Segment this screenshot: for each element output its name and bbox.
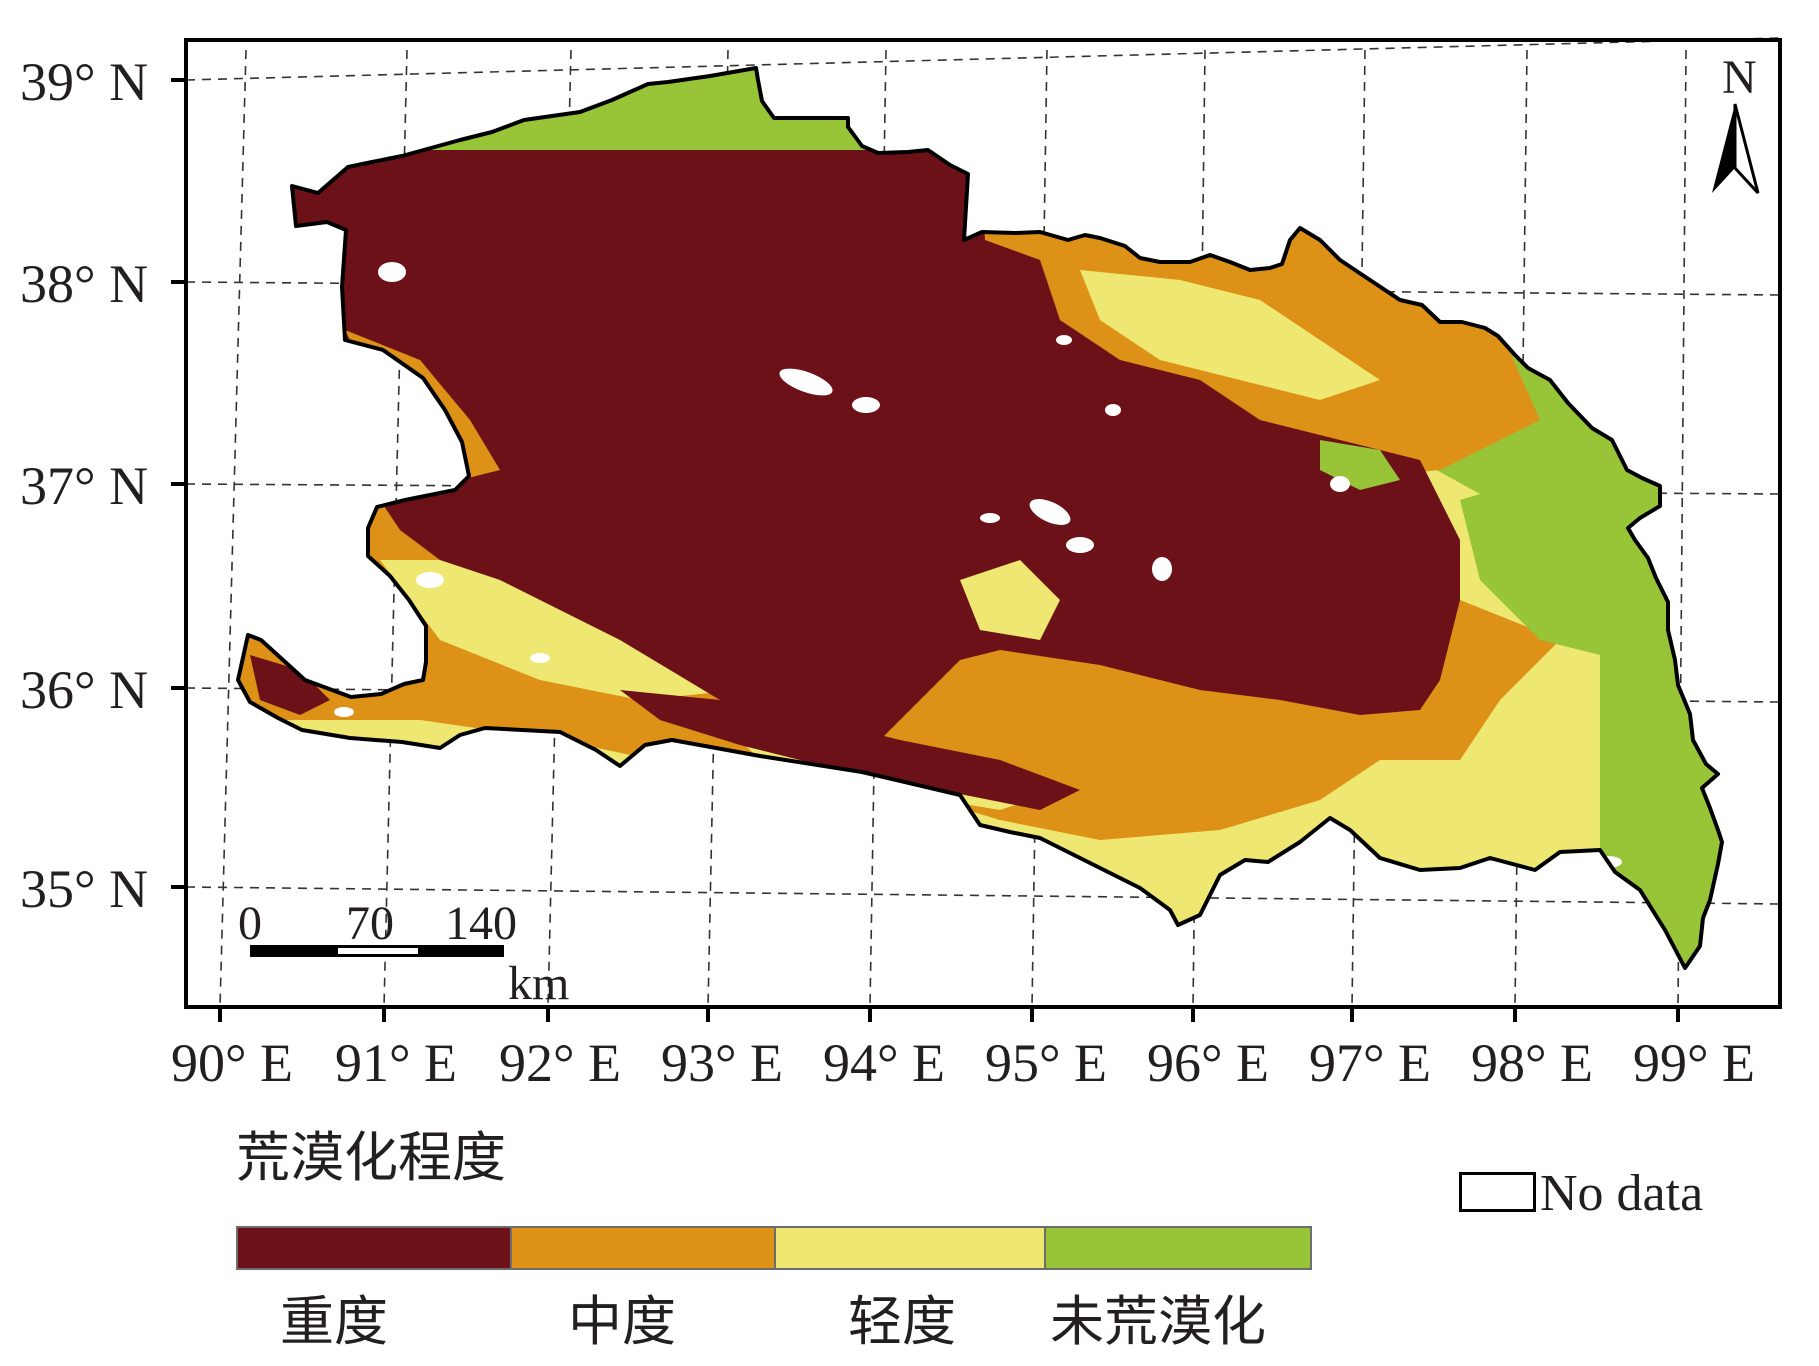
light-band-lower [380, 560, 740, 700]
longitude-label-99e: 99° E [1632, 1033, 1756, 1093]
longitude-label-94e: 94° E [822, 1033, 946, 1093]
scale-bar-graphic [250, 945, 504, 957]
no-data-label: No data [1540, 1165, 1704, 1222]
severe-band-south [620, 690, 1080, 810]
legend-title: 荒漠化程度 [236, 1126, 506, 1189]
longitude-label-92e: 92° E [498, 1033, 622, 1093]
north-arrow-icon [1712, 103, 1760, 195]
longitude-label-95e: 95° E [984, 1033, 1108, 1093]
legend-label-none: 未荒漠化 [1050, 1290, 1266, 1353]
longitude-label-90e: 90° E [170, 1033, 294, 1093]
no-data-patches [334, 262, 1622, 868]
latitude-label-35n: 35° N [20, 859, 149, 919]
legend-swatch-light [774, 1228, 1044, 1268]
light-band-upper [1080, 270, 1380, 400]
latitude-label-38n: 38° N [20, 254, 149, 314]
scale-bar-unit: km [508, 957, 570, 1010]
scale-bar-tick-0: 0 [238, 897, 262, 950]
legend-swatch-severe [238, 1228, 510, 1268]
severe-desertification-area [238, 150, 1460, 770]
legend-label-light: 轻度 [848, 1290, 956, 1353]
longitude-label-93e: 93° E [660, 1033, 784, 1093]
longitude-label-98e: 98° E [1470, 1033, 1594, 1093]
scale-bar-tick-140: 140 [445, 897, 517, 950]
legend-label-severe: 重度 [280, 1290, 388, 1353]
latitude-label-36n: 36° N [20, 660, 149, 720]
legend-label-moderate: 中度 [568, 1290, 676, 1353]
map-frame [171, 38, 1782, 1022]
latitude-label-37n: 37° N [20, 456, 149, 516]
no-data-swatch [1459, 1172, 1536, 1212]
scale-bar-tick-70: 70 [346, 897, 394, 950]
severe-patch-southwest [250, 655, 330, 715]
green-patch-east [1460, 470, 1660, 660]
legend-color-bar [236, 1226, 1312, 1270]
light-inlier-center [960, 560, 1060, 640]
longitude-label-96e: 96° E [1146, 1033, 1270, 1093]
longitude-label-97e: 97° E [1308, 1033, 1432, 1093]
latitude-label-39n: 39° N [20, 52, 149, 112]
desertification-raster [238, 68, 1722, 968]
north-arrow-label: N [1722, 51, 1757, 104]
legend-swatch-moderate [510, 1228, 774, 1268]
longitude-label-91e: 91° E [334, 1033, 458, 1093]
legend-swatch-none [1044, 1228, 1310, 1268]
